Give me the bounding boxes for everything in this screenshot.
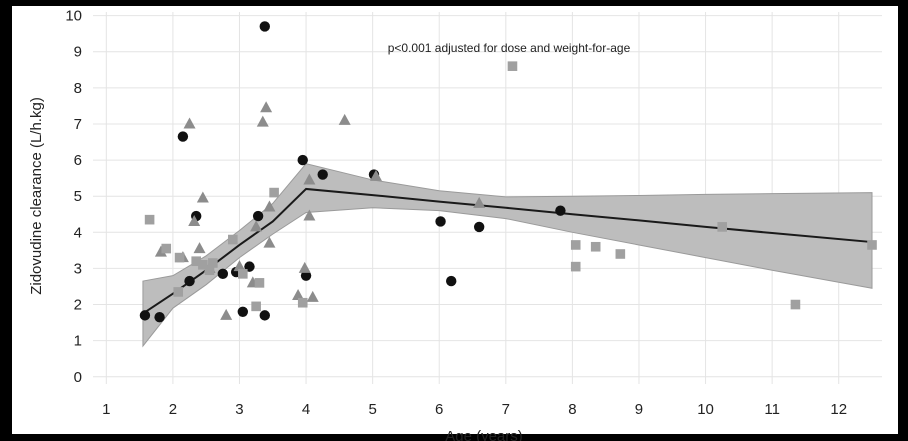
square-point <box>717 222 728 232</box>
circle-point <box>435 216 446 227</box>
y-tick-label: 2 <box>74 297 82 314</box>
x-tick-label: 3 <box>235 401 243 418</box>
circle-point <box>139 310 151 321</box>
x-tick-label: 7 <box>502 401 510 418</box>
y-tick-label: 10 <box>65 8 82 25</box>
circle-point <box>317 169 328 180</box>
circle-point <box>252 210 264 222</box>
square-point <box>570 240 581 250</box>
triangle-point <box>263 236 276 248</box>
confidence-band-layer <box>142 163 873 348</box>
square-point <box>615 249 626 259</box>
y-tick-label: 5 <box>74 188 82 205</box>
circle-point <box>237 306 249 317</box>
y-tick-label: 7 <box>74 116 82 133</box>
circle-point <box>217 268 229 280</box>
circle-point <box>184 275 195 287</box>
triangle-point <box>193 242 206 254</box>
square-point <box>173 287 184 297</box>
x-axis-title: Age (years) <box>445 428 523 441</box>
x-tick-label: 10 <box>697 401 714 418</box>
data-points <box>139 21 877 323</box>
triangle-point <box>154 245 167 257</box>
triangle-point <box>263 200 276 212</box>
square-point <box>161 243 172 254</box>
y-tick-label: 8 <box>74 80 82 97</box>
triangle-point <box>233 260 246 272</box>
triangle-point <box>298 261 311 273</box>
circle-point <box>555 205 566 216</box>
square-point <box>208 258 218 268</box>
square-point <box>251 301 261 312</box>
triangle-point <box>256 115 269 127</box>
square-point <box>238 269 248 279</box>
x-tick-label: 12 <box>830 401 847 418</box>
triangle-point <box>473 196 486 208</box>
triangle-point <box>188 214 201 226</box>
y-tick-label: 6 <box>74 152 82 169</box>
y-tick-label: 0 <box>74 369 82 386</box>
circle-point <box>446 275 457 287</box>
circle-point <box>259 310 270 321</box>
square-point <box>507 61 518 71</box>
circle-point <box>177 131 189 142</box>
square-point <box>570 261 581 272</box>
triangle-point <box>260 101 273 113</box>
x-tick-label: 9 <box>635 401 643 418</box>
x-tick-label: 5 <box>368 401 376 418</box>
circle-point <box>300 270 312 281</box>
square-point <box>204 265 215 276</box>
triangle-point <box>338 113 351 125</box>
square-point <box>269 187 279 198</box>
triangle-point <box>183 117 196 129</box>
square-point <box>191 256 202 267</box>
x-tick-label: 6 <box>435 401 443 418</box>
square-point <box>790 299 801 310</box>
x-tick-label: 4 <box>302 401 310 418</box>
y-tick-label: 9 <box>74 44 82 61</box>
triangle-point <box>220 308 233 320</box>
square-point <box>867 240 877 250</box>
triangle-point <box>196 191 209 203</box>
square-point <box>590 241 601 252</box>
y-axis-title: Zidovudine clearance (L/h.kg) <box>28 97 45 295</box>
confidence-band <box>142 163 873 348</box>
square-point <box>174 252 185 263</box>
circle-point <box>297 154 308 166</box>
triangle-point <box>292 289 305 301</box>
y-tick-label: 4 <box>74 224 82 241</box>
triangle-point <box>303 173 316 185</box>
y-tick-label: 1 <box>74 333 82 350</box>
square-point <box>198 260 208 270</box>
x-tick-label: 1 <box>102 401 110 418</box>
square-point <box>144 214 155 225</box>
circle-point <box>154 311 165 323</box>
square-point <box>254 278 265 288</box>
x-tick-label: 8 <box>568 401 576 418</box>
square-point <box>297 297 308 308</box>
y-tick-label: 3 <box>74 260 82 277</box>
triangle-point <box>306 290 319 302</box>
x-tick-label: 11 <box>764 401 780 418</box>
triangle-point <box>303 209 316 221</box>
triangle-point <box>369 169 382 181</box>
square-point <box>228 234 238 245</box>
x-tick-label: 2 <box>169 401 177 418</box>
p-value-annotation: p<0.001 adjusted for dose and weight-for… <box>388 41 631 55</box>
circle-point <box>259 21 270 32</box>
circle-point <box>473 221 485 233</box>
triangle-point <box>250 220 263 232</box>
